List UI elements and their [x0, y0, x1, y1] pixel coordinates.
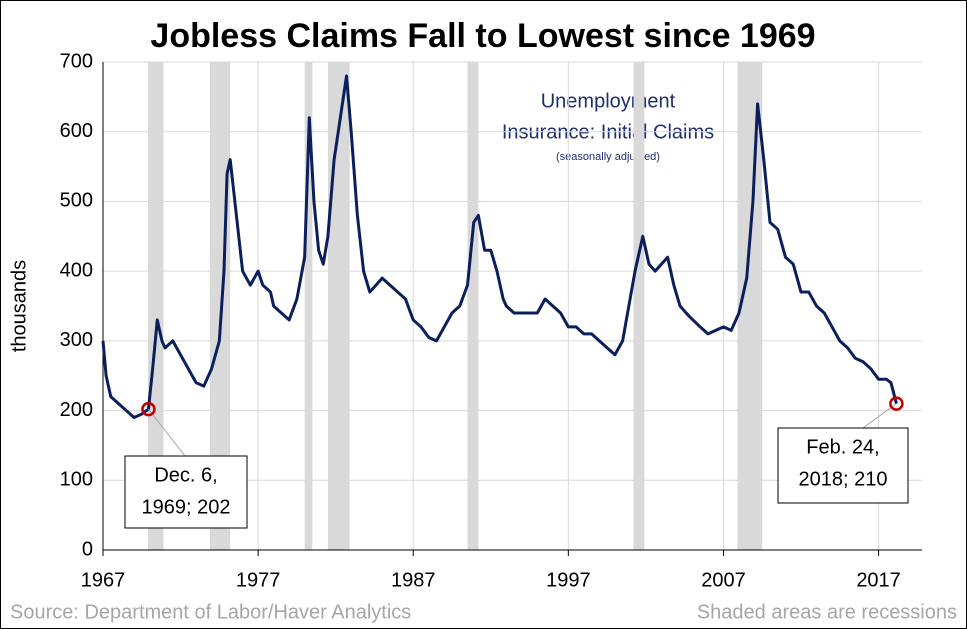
y-tick-label: 700 [60, 50, 93, 72]
callout-text: Dec. 6, [154, 464, 217, 486]
callout-box [124, 455, 248, 529]
note: Shaded areas are recessions [697, 601, 957, 623]
callout-box [777, 427, 909, 504]
y-tick-label: 600 [60, 120, 93, 142]
x-tick-label: 2007 [701, 569, 746, 591]
y-tick-label: 500 [60, 190, 93, 212]
y-tick-label: 0 [82, 538, 93, 560]
series-label: Insurance: Initial Claims [502, 121, 714, 143]
recession-band [210, 62, 231, 550]
series-line [101, 74, 898, 420]
x-tick-label: 1967 [81, 569, 126, 591]
y-tick-label: 300 [60, 329, 93, 351]
callout-text: 2018; 210 [799, 468, 888, 490]
y-axis-label: thousands [8, 260, 30, 352]
callout-leader [148, 408, 186, 457]
x-tick-label: 1977 [236, 569, 281, 591]
x-tick-label: 1987 [391, 569, 436, 591]
y-tick-label: 100 [60, 469, 93, 491]
callout-point [141, 401, 156, 417]
callout-text: 1969; 202 [142, 496, 231, 518]
x-tick-label: 1997 [546, 569, 591, 591]
recession-band [633, 62, 645, 550]
y-tick-label: 400 [60, 259, 93, 281]
chart-title: Jobless Claims Fall to Lowest since 1969 [150, 17, 815, 55]
series-note: (seasonally adjusted) [556, 151, 660, 163]
y-tick-label: 200 [60, 399, 93, 421]
recession-band [467, 62, 479, 550]
callout-text: Feb. 24, [806, 436, 879, 458]
source: Source: Department of Labor/Haver Analyt… [10, 601, 411, 623]
series-label: Unemployment [541, 90, 676, 112]
callout-point [889, 396, 904, 411]
x-tick-label: 2017 [856, 569, 901, 591]
recession-band [147, 62, 164, 550]
recession-band [304, 62, 313, 550]
